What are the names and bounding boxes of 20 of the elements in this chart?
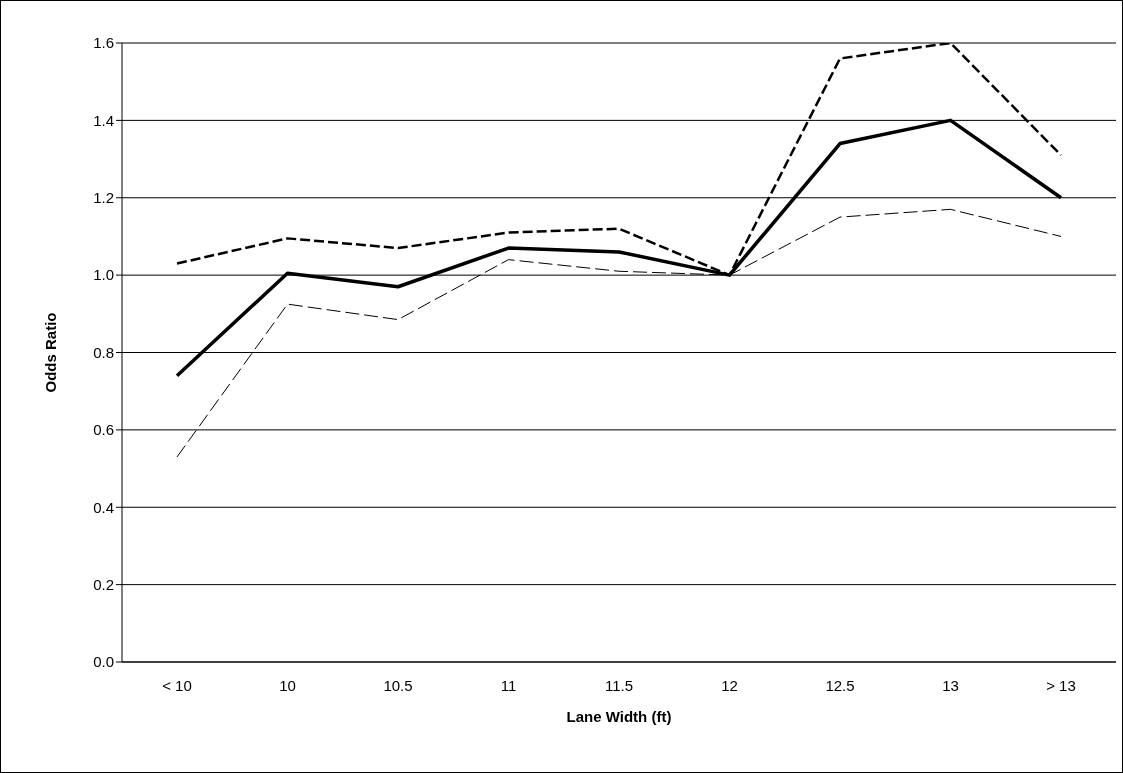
x-tick-label: 12 (721, 676, 738, 694)
y-tick-label: 1.2 (93, 189, 114, 207)
y-tick-label: 0.4 (93, 498, 114, 516)
x-tick-label: 10 (279, 676, 296, 694)
x-tick-label: > 13 (1046, 676, 1076, 694)
x-axis-title: Lane Width (ft) (566, 708, 672, 725)
y-axis-title: Odds Ratio (42, 312, 60, 393)
x-tick-label: 10.5 (383, 676, 413, 694)
y-tick-label: 0.8 (93, 343, 114, 361)
x-tick-label: 13 (942, 676, 959, 694)
x-tick-label: 11.5 (604, 676, 634, 694)
y-tick-label: 1.6 (93, 34, 114, 52)
x-tick-label: 11 (500, 676, 517, 694)
y-tick-label: 0.2 (93, 575, 114, 593)
y-tick-label: 1.4 (93, 111, 114, 129)
y-tick-label: 0.6 (93, 421, 114, 439)
y-tick-label: 0.0 (93, 653, 114, 671)
y-tick-label: 1.0 (93, 266, 114, 284)
x-tick-label: < 10 (162, 676, 192, 694)
x-tick-label: 12.5 (825, 676, 855, 694)
